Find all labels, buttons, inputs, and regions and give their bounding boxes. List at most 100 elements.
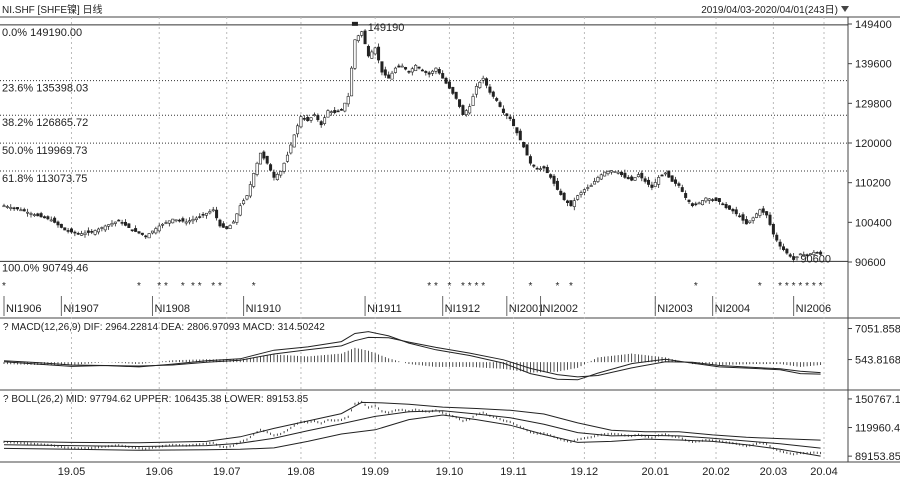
candle-body: [690, 203, 694, 207]
candle-body: [299, 116, 303, 128]
boll-label: ? BOLL(26,2) MID: 97794.62 UPPER: 106435…: [3, 394, 309, 405]
candle-body: [586, 187, 590, 189]
candle-body: [252, 173, 256, 187]
macd-tick-label: 543.8168: [855, 355, 900, 367]
candle-body: [744, 219, 748, 225]
candle-body: [566, 200, 570, 204]
candle-body: [302, 118, 306, 120]
star-mark: *: [468, 281, 472, 292]
candle-body: [53, 217, 57, 223]
candle-body: [329, 111, 333, 113]
candle-body: [707, 198, 711, 201]
fib-label: 50.0% 119969.73: [2, 145, 87, 157]
candle-body: [215, 209, 219, 219]
star-mark: *: [528, 281, 532, 292]
x-tick-label: 20.04: [810, 466, 838, 478]
candle-body: [22, 209, 26, 212]
candle-body: [812, 251, 816, 256]
candle-body: [171, 218, 175, 224]
x-tick-label: 19.05: [58, 466, 86, 478]
candle-body: [360, 31, 364, 36]
candle-body: [505, 113, 509, 116]
candle-body: [670, 175, 674, 182]
candle-body: [90, 231, 94, 233]
contract-label: NI1908: [154, 303, 189, 315]
candle-body: [63, 227, 67, 231]
candle-body: [782, 246, 786, 250]
candle-body: [616, 171, 620, 174]
contract-label: NI2002: [543, 303, 578, 315]
candle-body: [154, 228, 158, 234]
star-mark: *: [218, 281, 222, 292]
triangle-down-icon[interactable]: [841, 6, 849, 12]
candle-body: [734, 209, 738, 215]
star-mark: *: [181, 281, 185, 292]
candle-body: [56, 221, 60, 226]
candle-body: [663, 172, 667, 175]
candle-body: [59, 223, 63, 228]
candle-body: [167, 220, 171, 224]
candle-body: [768, 214, 772, 225]
candle-body: [265, 155, 269, 164]
candle-body: [387, 74, 391, 79]
candle-body: [201, 213, 205, 216]
candle-body: [522, 142, 526, 148]
candle-body: [218, 219, 222, 227]
candle-body: [552, 175, 556, 184]
candle-body: [427, 72, 431, 75]
candle-body: [819, 251, 823, 255]
candle-body: [525, 144, 529, 156]
candle-body: [684, 193, 688, 198]
candle-body: [488, 86, 492, 93]
contract-label: NI2003: [657, 303, 692, 315]
candle-body: [339, 109, 343, 111]
candle-body: [275, 174, 279, 180]
candle-body: [532, 164, 536, 167]
candle-body: [798, 253, 802, 256]
x-axis: 19.05 19.06 19.07 19.08 19.09 19.10 19.11 19.12…: [58, 466, 838, 478]
candle-body: [775, 234, 779, 241]
candle-body: [238, 205, 242, 216]
macd-label: ? MACD(12,26,9) DIF: 2964.22814 DEA: 280…: [3, 322, 325, 333]
candle-body: [110, 223, 114, 226]
candle-body: [346, 96, 350, 105]
candle-body: [245, 195, 249, 200]
boll-tick-label: 150767.1: [855, 394, 900, 406]
candle-body: [481, 77, 485, 81]
candle-body: [508, 116, 512, 120]
candle-body: [242, 200, 246, 205]
candle-body: [39, 213, 43, 218]
candle-body: [640, 172, 644, 179]
candle-body: [32, 214, 36, 216]
candle-body: [373, 47, 377, 55]
candle-body: [5, 206, 9, 208]
boll-panel: 150767.1 119960.4 89153.85: [3, 394, 900, 463]
y-tick-label: 110200: [855, 178, 891, 190]
candle-body: [674, 179, 678, 184]
candle-body: [333, 110, 337, 113]
candle-body: [454, 91, 458, 99]
star-mark: *: [198, 281, 202, 292]
candle-body: [761, 208, 765, 213]
candle-body: [316, 115, 320, 121]
star-mark: *: [434, 281, 438, 292]
candle-body: [677, 183, 681, 186]
candle-body: [36, 213, 40, 217]
candle-body: [120, 222, 124, 224]
candle-body: [437, 69, 441, 74]
boll-tick-label: 89153.85: [855, 451, 900, 463]
candle-body: [397, 65, 401, 68]
candle-body: [258, 152, 262, 165]
candle-body: [414, 64, 418, 72]
boll-mid-line: [3, 410, 821, 449]
candle-body: [478, 81, 482, 88]
high-marker: [351, 21, 358, 26]
candle-body: [451, 86, 455, 94]
star-mark: *: [427, 281, 431, 292]
star-mark: *: [694, 281, 698, 292]
candle-body: [272, 171, 276, 178]
x-tick-label: 20.01: [642, 466, 670, 478]
candle-body: [539, 168, 543, 171]
candle-body: [76, 232, 80, 235]
x-tick-label: 19.11: [500, 466, 527, 478]
